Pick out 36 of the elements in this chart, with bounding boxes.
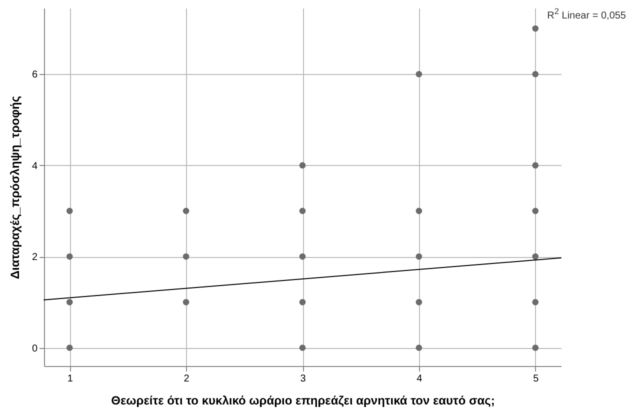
point: [66, 298, 73, 306]
annotation: R$^{2}$ Linear = 0,055: [547, 6, 626, 22]
point: [532, 298, 539, 306]
y-tick-label: 6: [32, 70, 38, 81]
point: [66, 208, 73, 214]
point: [416, 344, 422, 351]
y-tick-label: 4: [32, 160, 38, 172]
x-tick-label: 4: [416, 374, 423, 384]
x-tick-label: 5: [533, 374, 540, 384]
y-axis-title: Διαταραχές_πρόσληψη_τροφής: [8, 96, 22, 280]
point: [299, 208, 306, 214]
point: [416, 208, 422, 214]
point: [532, 162, 539, 168]
x-tick-label: 2: [184, 374, 190, 384]
point: [299, 162, 306, 168]
point: [299, 298, 306, 306]
point: [182, 298, 190, 306]
point: [532, 253, 539, 260]
point: [299, 253, 306, 260]
point: [532, 25, 539, 32]
x-tick-label: 3: [300, 374, 306, 384]
point: [532, 208, 539, 214]
point: [416, 70, 422, 78]
point: [66, 344, 73, 351]
point: [532, 344, 539, 351]
x-axis-title: Θεωρείτε ότι το κυκλικό ωράριο επηρεάζει αρνητικά τον εαυτό σας;: [111, 394, 495, 408]
point: [66, 253, 73, 260]
x-tick-label: 1: [67, 374, 74, 384]
y-tick-label: 0: [32, 343, 38, 354]
point: [182, 253, 190, 260]
point: [416, 298, 422, 306]
point: [299, 344, 306, 351]
point: [532, 70, 539, 78]
point: [416, 253, 422, 260]
point: [182, 208, 190, 214]
y-tick-label: 2: [32, 252, 38, 264]
